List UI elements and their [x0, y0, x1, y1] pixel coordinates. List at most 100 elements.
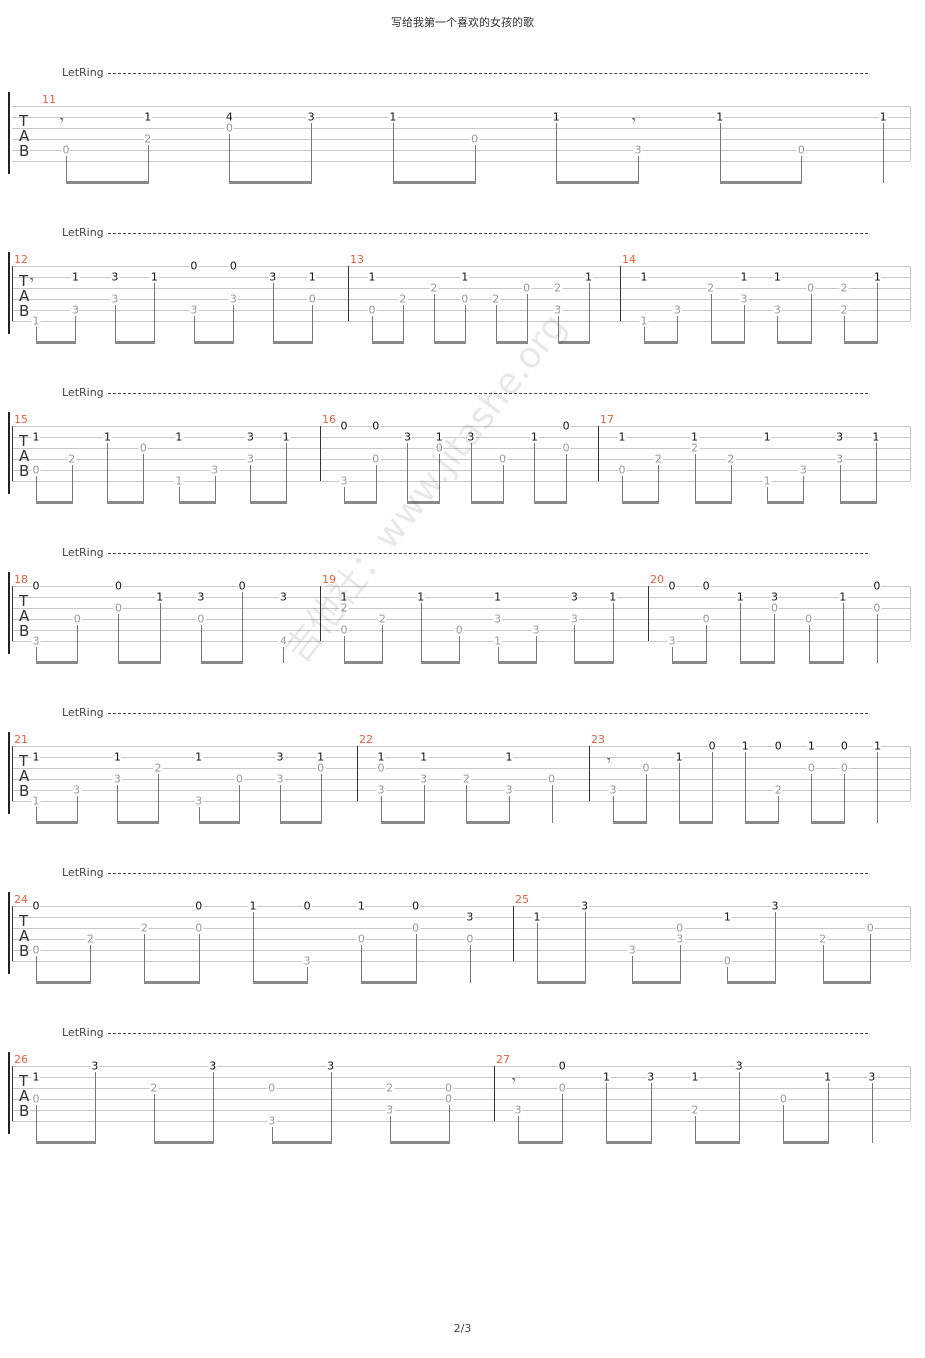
- note-stem: [588, 283, 590, 343]
- note-stem: [495, 305, 497, 343]
- fret-number: 1: [690, 430, 700, 444]
- fret-number: 3: [739, 292, 749, 306]
- system-bracket: [8, 252, 14, 334]
- note-beam: [381, 821, 425, 824]
- fret-number: 3: [196, 590, 206, 604]
- note-stem: [557, 316, 559, 343]
- fret-number: 3: [245, 430, 255, 444]
- note-beam: [153, 1141, 214, 1144]
- note-beam: [229, 181, 313, 184]
- fret-number: 0: [470, 132, 480, 146]
- fret-number: 0: [194, 921, 204, 935]
- fret-number: 0: [839, 739, 849, 753]
- rest-symbol: 𝄾: [60, 113, 64, 129]
- note-stem: [283, 647, 285, 663]
- note-stem: [871, 1083, 873, 1143]
- note-stem: [392, 123, 394, 183]
- fret-number: 0: [460, 292, 470, 306]
- note-beam: [694, 1141, 741, 1144]
- fret-number: 4: [278, 634, 288, 648]
- note-stem: [469, 945, 471, 983]
- note-stem: [694, 1116, 696, 1143]
- fret-number: 3: [228, 292, 238, 306]
- note-stem: [650, 1083, 652, 1143]
- bar-line: [598, 426, 599, 481]
- note-stem: [198, 934, 200, 983]
- note-beam: [777, 341, 812, 344]
- note-stem: [679, 945, 681, 983]
- staff-line: [12, 266, 910, 267]
- staff-line: [12, 641, 910, 642]
- fret-number: 0: [561, 441, 571, 455]
- fret-number: 3: [110, 270, 120, 284]
- note-stem: [876, 614, 878, 663]
- bar-line: [12, 426, 13, 481]
- tab-clef-letter: T: [19, 592, 29, 610]
- note-stem: [107, 443, 109, 503]
- let-ring-dashed-line: [108, 393, 868, 394]
- final-bar-line: [910, 586, 911, 641]
- let-ring-dashed-line: [108, 73, 868, 74]
- note-beam: [36, 821, 78, 824]
- bar-line: [494, 1066, 495, 1121]
- note-beam: [808, 661, 844, 664]
- fret-number: 3: [504, 783, 514, 797]
- fret-number: 0: [701, 579, 711, 593]
- tab-clef-letter: A: [19, 607, 30, 625]
- bar-line: [12, 586, 13, 641]
- fret-number: 0: [61, 143, 71, 157]
- fret-number: 1: [584, 270, 594, 284]
- note-stem: [200, 625, 202, 663]
- note-beam: [710, 341, 745, 344]
- fret-number: 0: [707, 739, 717, 753]
- staff-line: [12, 950, 910, 951]
- note-stem: [536, 636, 537, 663]
- staff-line: [12, 288, 910, 289]
- fret-number: 0: [796, 143, 806, 157]
- fret-number: 0: [307, 292, 317, 306]
- fret-number: 3: [245, 452, 255, 466]
- note-stem: [638, 156, 639, 183]
- staff-line: [12, 1066, 910, 1067]
- note-beam: [557, 341, 590, 344]
- note-stem: [566, 454, 568, 503]
- tab-clef-letter: B: [19, 782, 30, 800]
- fret-number: 2: [139, 921, 149, 935]
- tab-system: T A B LetRing 12 𝄾 1 1 3 3 3 1 0 3 0 3 3 1 0 13 1 0 2 2 1 0 2 0 2 3 1 1…: [0, 226, 925, 386]
- fret-number: 0: [31, 463, 41, 477]
- fret-number: 0: [667, 579, 677, 593]
- fret-number: 3: [402, 430, 412, 444]
- fret-number: 0: [113, 601, 123, 615]
- staff-line: [12, 757, 910, 758]
- fret-number: 3: [72, 783, 82, 797]
- fret-number: 1: [31, 794, 41, 808]
- fret-number: 1: [722, 910, 732, 924]
- fret-number: 3: [553, 303, 563, 317]
- fret-number: 0: [498, 452, 508, 466]
- note-beam: [372, 341, 404, 344]
- fret-number: 0: [31, 899, 41, 913]
- note-beam: [361, 981, 417, 984]
- fret-number: 1: [639, 314, 649, 328]
- staff-line: [12, 961, 910, 962]
- tab-clef-letter: A: [19, 127, 30, 145]
- note-stem: [646, 774, 648, 823]
- note-beam: [271, 1141, 332, 1144]
- note-stem: [114, 305, 116, 343]
- fret-number: 3: [326, 1059, 336, 1073]
- fret-number: 0: [806, 761, 816, 775]
- staff-line: [12, 746, 910, 747]
- bar-line: [620, 266, 621, 321]
- note-beam: [420, 661, 461, 664]
- note-beam: [200, 661, 244, 664]
- staff-line: [12, 1099, 910, 1100]
- note-beam: [497, 661, 537, 664]
- fret-number: 3: [835, 430, 845, 444]
- staff-line: [12, 1077, 910, 1078]
- note-stem: [502, 465, 504, 503]
- staff-line: [12, 768, 910, 769]
- fret-number: 3: [569, 612, 579, 626]
- fret-number: 2: [690, 441, 700, 455]
- note-stem: [730, 465, 732, 503]
- note-stem: [474, 145, 476, 183]
